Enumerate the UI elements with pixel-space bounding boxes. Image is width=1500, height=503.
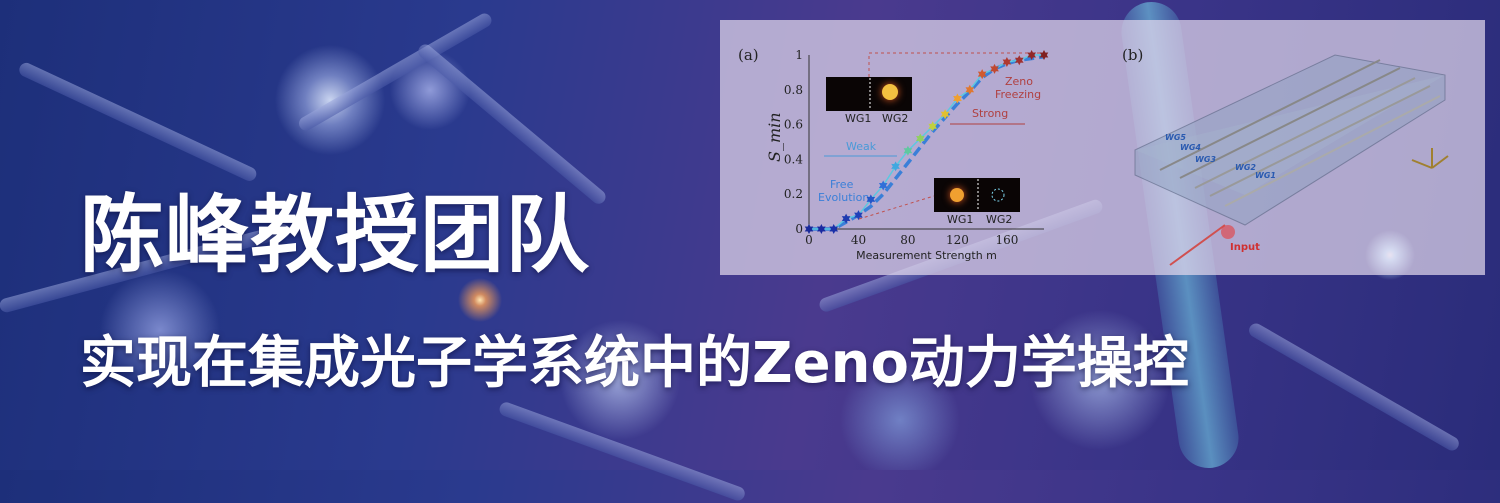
- data-point-star: [817, 224, 826, 234]
- data-point-star: [990, 63, 999, 74]
- data-point-star: [1027, 50, 1036, 60]
- waveguide-label: WG3: [1195, 155, 1216, 164]
- headline: 陈峰教授团队: [80, 186, 591, 284]
- x-tick-label: 40: [851, 233, 866, 247]
- data-point-star: [804, 224, 814, 234]
- y-axis-label: S_min: [765, 112, 784, 162]
- inset-top: [826, 77, 912, 111]
- input-label: Input: [1230, 242, 1260, 253]
- data-point-star: [829, 224, 839, 234]
- data-point-star: [977, 69, 987, 80]
- zoom-guide-bottom: [858, 195, 935, 220]
- x-tick-label: 120: [946, 233, 969, 247]
- x-axis-label: Measurement Strength m: [856, 249, 997, 262]
- data-point-star: [841, 213, 851, 224]
- inset-bottom: [934, 178, 1020, 212]
- data-point-star: [940, 109, 950, 120]
- subheadline: 实现在集成光子学系统中的Zeno动力学操控: [80, 331, 1189, 396]
- annotation-freezing: Freezing: [995, 88, 1041, 101]
- y-tick-label: 1: [795, 48, 803, 62]
- figure: (a) 0 40 80 120 160 0 0.2 0.4 0.6 0.8 1 Measurement…: [738, 46, 1449, 266]
- fit-line: [809, 55, 1045, 231]
- waveguide-label: WG1: [1255, 171, 1276, 180]
- chart-series: [804, 50, 1049, 234]
- x-tick-label: 160: [995, 233, 1018, 247]
- y-tick-label: 0.8: [784, 83, 803, 97]
- inset-spot: [950, 188, 964, 202]
- data-point-star: [965, 84, 975, 95]
- data-point-star: [854, 210, 863, 221]
- annotation-zeno: Zeno: [1005, 75, 1033, 88]
- data-point-star: [866, 194, 876, 205]
- annotation-free: Free: [830, 178, 854, 191]
- inset-bottom-wg1: WG1: [947, 213, 973, 226]
- inset-top-wg2: WG2: [882, 112, 908, 125]
- insets: [826, 52, 1040, 220]
- waveguide-label: WG5: [1165, 133, 1186, 142]
- panel-label-b: (b): [1122, 46, 1143, 64]
- annotation-weak: Weak: [846, 140, 877, 153]
- annotation-evolution: Evolution: [818, 191, 869, 204]
- data-point-star: [928, 121, 937, 132]
- waveguide-label: WG2: [1235, 163, 1256, 172]
- y-tick-label: 0.6: [784, 118, 803, 132]
- y-tick-label: 0: [795, 222, 803, 236]
- inset-empty-spot: [991, 188, 1005, 202]
- data-point-star: [1039, 50, 1049, 60]
- inset-top-wg1: WG1: [845, 112, 871, 125]
- data-point-star: [903, 145, 913, 156]
- waveguide-chip: [1134, 54, 1446, 266]
- x-tick-label: 80: [900, 233, 915, 247]
- inset-spot: [882, 84, 898, 100]
- annotation-strong: Strong: [972, 107, 1008, 120]
- figure-panel: [720, 20, 1485, 275]
- y-tick-label: 0.2: [784, 187, 803, 201]
- waveguide-label: WG4: [1180, 143, 1201, 152]
- inset-bottom-wg2: WG2: [986, 213, 1012, 226]
- zoom-guide-top: [868, 52, 1040, 77]
- panel-label-a: (a): [738, 46, 759, 64]
- x-tick-label: 0: [805, 233, 813, 247]
- coordinate-axes-icon: [1411, 148, 1449, 169]
- data-point-star: [891, 161, 900, 172]
- data-point-star: [1014, 55, 1024, 66]
- data-point-star: [878, 180, 888, 191]
- y-tick-label: 0.4: [784, 152, 803, 166]
- chart-axes: 0 40 80 120 160 0 0.2 0.4 0.6 0.8 1 Measurement Str…: [765, 48, 1044, 262]
- data-point-star: [953, 93, 962, 104]
- data-point-star: [1002, 57, 1012, 67]
- data-point-star: [916, 133, 925, 144]
